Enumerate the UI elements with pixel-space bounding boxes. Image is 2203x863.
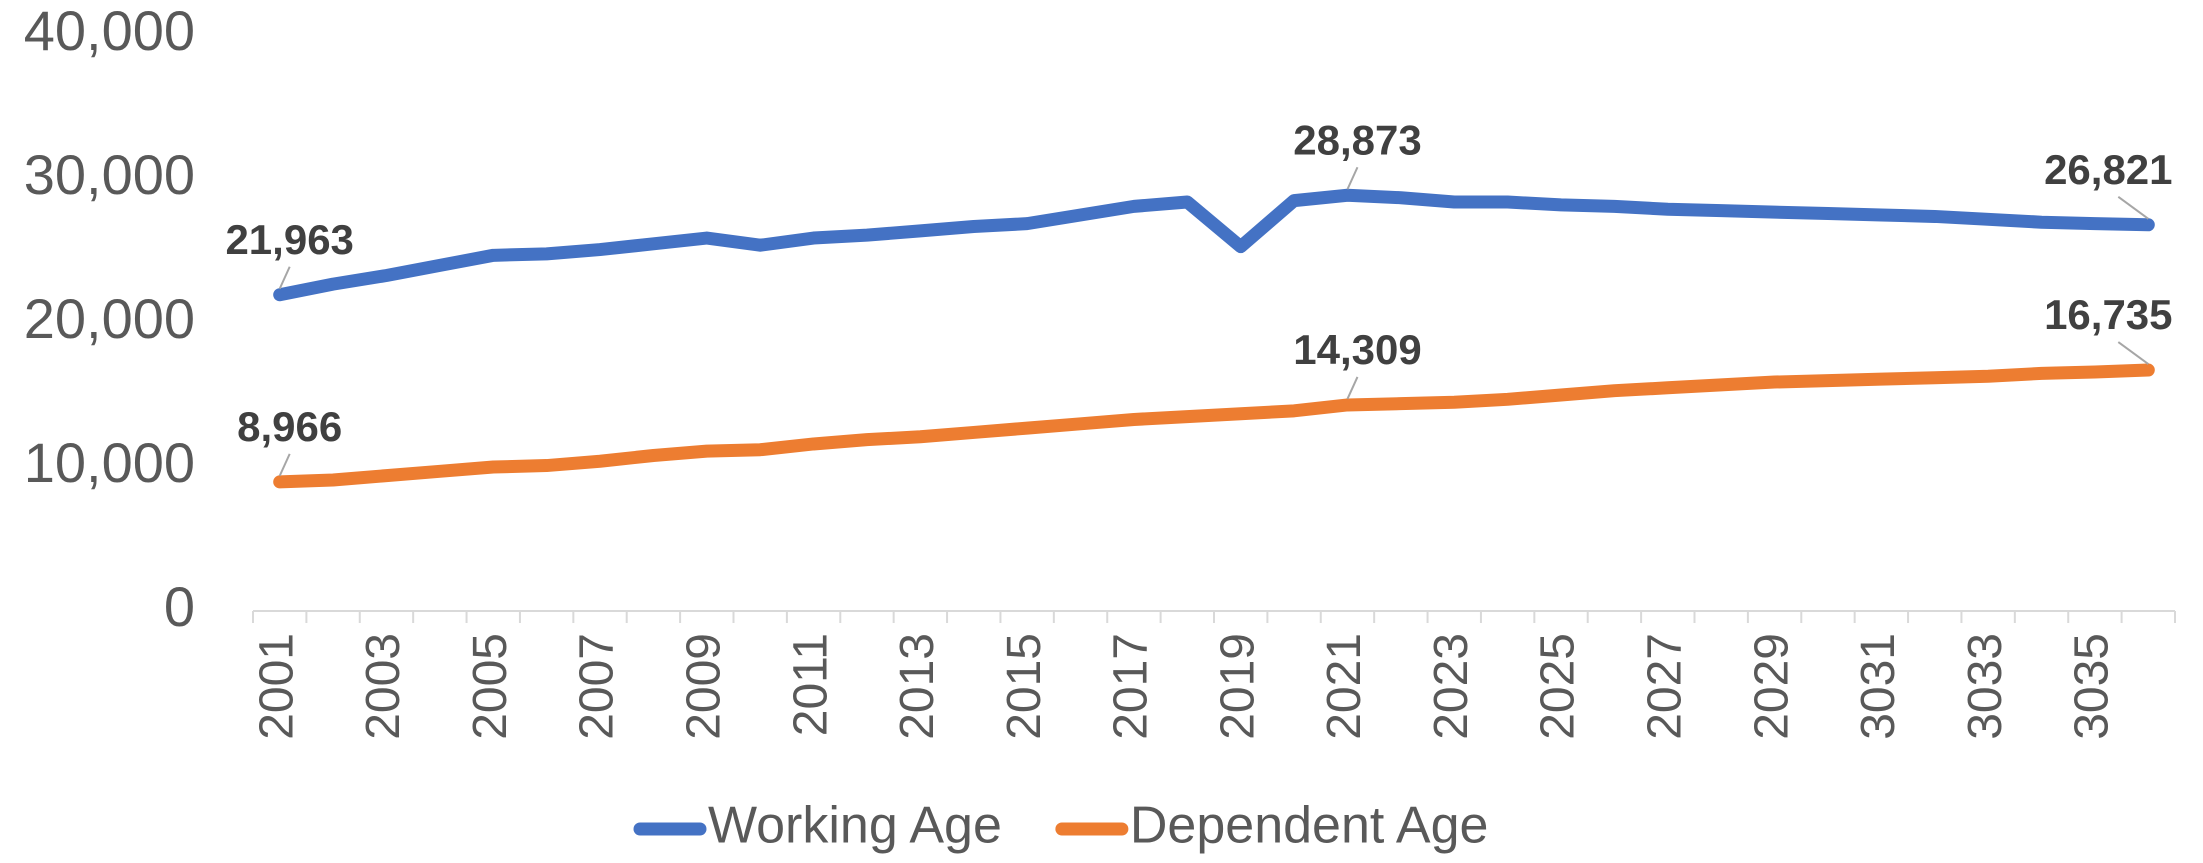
x-tick-label: 2019 [1211, 633, 1264, 740]
x-tick-label: 2013 [891, 633, 944, 740]
y-tick-label: 40,000 [24, 0, 195, 62]
data-label: 21,963 [225, 216, 353, 263]
x-tick-label: 2017 [1105, 633, 1158, 740]
data-label: 28,873 [1293, 116, 1421, 163]
x-tick-label: 2003 [357, 633, 410, 740]
x-tick-label: 2021 [1318, 633, 1371, 740]
label-leader [1346, 166, 1359, 190]
x-tick-label: 2015 [998, 633, 1051, 740]
series-line [273, 363, 2155, 489]
data-label: 16,735 [2044, 291, 2172, 338]
x-tick-label: 3031 [1852, 633, 1905, 740]
y-tick-label: 10,000 [24, 431, 195, 494]
series-line [273, 188, 2155, 302]
data-label: 14,309 [1293, 326, 1421, 373]
data-label: 8,966 [237, 403, 342, 450]
x-tick-label: 2011 [784, 633, 837, 736]
x-tick-label: 2027 [1638, 633, 1691, 740]
legend-label: Dependent Age [1130, 797, 1489, 855]
x-tick-label: 2005 [464, 633, 517, 740]
y-tick-label: 30,000 [24, 143, 195, 206]
x-tick-label: 2025 [1532, 633, 1585, 740]
x-tick-label: 3035 [2066, 633, 2119, 740]
label-leader [1346, 376, 1359, 400]
x-tick-label: 2029 [1745, 633, 1798, 740]
x-tick-label: 3033 [1959, 633, 2012, 740]
label-leader [2117, 195, 2149, 220]
label-leader [2117, 341, 2149, 365]
legend-label: Working Age [708, 797, 1002, 855]
x-tick-label: 2001 [250, 633, 303, 740]
label-leader [278, 266, 291, 290]
x-tick-label: 2023 [1425, 633, 1478, 740]
x-tick-label: 2007 [571, 633, 624, 740]
data-label: 26,821 [2044, 146, 2172, 193]
y-tick-label: 0 [164, 575, 195, 638]
y-tick-label: 20,000 [24, 287, 195, 350]
x-tick-label: 2009 [677, 633, 730, 740]
label-leader [278, 453, 291, 477]
